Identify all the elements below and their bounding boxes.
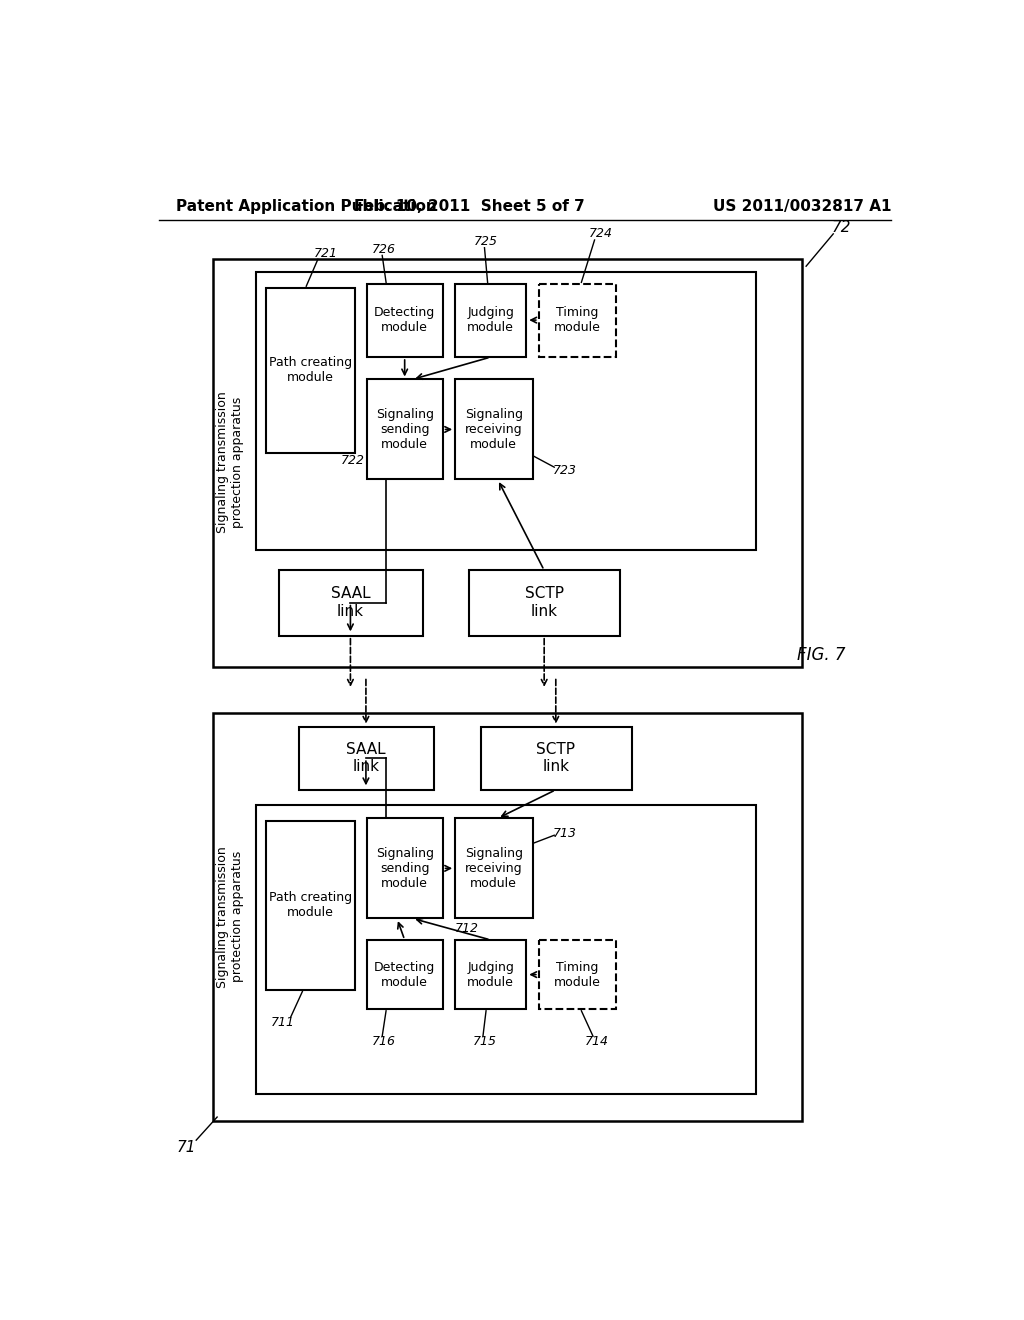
Text: 722: 722 xyxy=(341,454,365,467)
Text: SAAL
link: SAAL link xyxy=(346,742,386,775)
Bar xyxy=(367,379,442,479)
Text: SAAL
link: SAAL link xyxy=(331,586,371,619)
Text: US 2011/0032817 A1: US 2011/0032817 A1 xyxy=(713,199,892,214)
Text: 721: 721 xyxy=(313,247,338,260)
Bar xyxy=(367,818,442,919)
Text: 715: 715 xyxy=(472,1035,497,1048)
Bar xyxy=(371,288,446,360)
Text: FIG. 7: FIG. 7 xyxy=(798,645,846,664)
Text: Timing
module: Timing module xyxy=(554,961,601,989)
Bar xyxy=(266,821,355,990)
Bar xyxy=(459,383,537,483)
Text: Judging
module: Judging module xyxy=(467,306,514,334)
Text: Patent Application Publication: Patent Application Publication xyxy=(176,199,437,214)
Bar xyxy=(539,284,616,358)
Bar xyxy=(455,284,526,358)
Bar xyxy=(299,726,434,789)
Text: Signaling transmission
protection apparatus: Signaling transmission protection appara… xyxy=(216,392,245,533)
Bar xyxy=(367,940,442,1010)
Text: Signaling
receiving
module: Signaling receiving module xyxy=(465,847,523,890)
Bar xyxy=(455,818,532,919)
Text: SCTP
link: SCTP link xyxy=(524,586,563,619)
Bar xyxy=(455,379,532,479)
Bar xyxy=(459,822,537,923)
Text: Signaling
sending
module: Signaling sending module xyxy=(376,408,434,451)
Text: 712: 712 xyxy=(455,921,478,935)
Text: 714: 714 xyxy=(585,1035,609,1048)
Text: Detecting
module: Detecting module xyxy=(374,306,435,334)
Bar xyxy=(371,822,446,923)
Bar xyxy=(270,825,359,994)
Text: 726: 726 xyxy=(372,243,395,256)
Text: Signaling
sending
module: Signaling sending module xyxy=(376,847,434,890)
Bar xyxy=(371,383,446,483)
Bar xyxy=(459,288,530,360)
Text: SCTP
link: SCTP link xyxy=(537,742,575,775)
Text: Feb. 10, 2011  Sheet 5 of 7: Feb. 10, 2011 Sheet 5 of 7 xyxy=(353,199,585,214)
Bar xyxy=(256,272,756,549)
Text: Timing
module: Timing module xyxy=(554,306,601,334)
Text: 724: 724 xyxy=(589,227,612,240)
Bar xyxy=(266,288,355,453)
Bar xyxy=(256,805,756,1094)
Bar xyxy=(213,713,802,1121)
Text: 725: 725 xyxy=(474,235,498,248)
Bar xyxy=(480,726,632,789)
Bar xyxy=(367,284,442,358)
Bar xyxy=(469,570,621,636)
Bar xyxy=(213,259,802,667)
Text: 716: 716 xyxy=(372,1035,395,1048)
Bar xyxy=(371,944,446,1014)
Bar xyxy=(280,570,423,636)
Bar xyxy=(455,940,526,1010)
Text: 72: 72 xyxy=(831,220,851,235)
Text: Signaling
receiving
module: Signaling receiving module xyxy=(465,408,523,451)
Text: 71: 71 xyxy=(176,1140,196,1155)
Text: Judging
module: Judging module xyxy=(467,961,514,989)
Text: Path creating
module: Path creating module xyxy=(268,891,351,919)
Bar xyxy=(539,940,616,1010)
Bar xyxy=(459,944,530,1014)
Text: 713: 713 xyxy=(553,828,578,841)
Text: 723: 723 xyxy=(553,463,578,477)
Bar xyxy=(270,292,359,457)
Text: 711: 711 xyxy=(271,1016,295,1028)
Text: Detecting
module: Detecting module xyxy=(374,961,435,989)
Text: Signaling transmission
protection apparatus: Signaling transmission protection appara… xyxy=(216,846,245,987)
Text: Path creating
module: Path creating module xyxy=(268,356,351,384)
